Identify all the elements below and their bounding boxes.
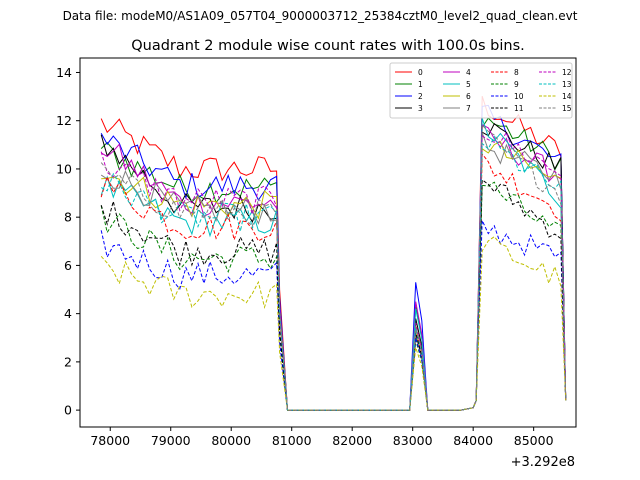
x-tick-label: 85000 <box>514 433 554 448</box>
y-tick-label: 10 <box>56 161 72 176</box>
series-line-9 <box>100 181 567 411</box>
legend-label-3: 3 <box>418 104 423 113</box>
legend-label-6: 6 <box>466 92 471 101</box>
series-group <box>100 95 567 411</box>
legend-label-9: 9 <box>514 80 519 89</box>
chart-title: Quadrant 2 module wise count rates with … <box>131 38 525 54</box>
y-tick-label: 14 <box>56 65 72 80</box>
plot-frame <box>79 57 577 428</box>
legend-label-15: 15 <box>562 104 572 113</box>
series-line-3 <box>100 122 567 411</box>
series-line-13 <box>100 135 567 411</box>
series-line-2 <box>100 104 567 411</box>
legend-label-4: 4 <box>466 68 471 77</box>
series-line-4 <box>100 123 567 411</box>
y-tick-label: 4 <box>64 306 72 321</box>
y-tick-label: 12 <box>56 113 72 128</box>
data-file-label: Data file: modeM0/AS1A09_057T04_90000037… <box>63 9 578 23</box>
legend-label-8: 8 <box>514 68 519 77</box>
series-line-6 <box>101 140 567 411</box>
x-tick-label: 83000 <box>393 433 433 448</box>
y-tick-label: 8 <box>64 210 72 225</box>
series-line-14 <box>100 236 567 411</box>
legend-label-11: 11 <box>514 104 524 113</box>
legend-box <box>389 62 573 119</box>
legend-label-13: 13 <box>562 80 572 89</box>
y-tick-label: 0 <box>64 403 72 418</box>
legend-label-2: 2 <box>418 92 423 101</box>
y-tick-label: 6 <box>64 258 72 273</box>
legend-label-10: 10 <box>514 92 524 101</box>
x-tick-label: 78000 <box>90 433 130 448</box>
legend-label-1: 1 <box>418 80 423 89</box>
x-tick-label: 81000 <box>272 433 312 448</box>
x-tick-label: 84000 <box>453 433 493 448</box>
series-line-15 <box>100 124 567 411</box>
x-tick-label: 82000 <box>332 433 372 448</box>
legend-label-5: 5 <box>466 80 471 89</box>
legend-label-7: 7 <box>466 104 471 113</box>
plot-area: 78000 79000 80000 81000 82000 83000 84000 85000… <box>56 57 577 448</box>
y-tick-label: 2 <box>64 354 72 369</box>
legend-label-12: 12 <box>562 68 572 77</box>
x-tick-label: 80000 <box>211 433 251 448</box>
legend-label-14: 14 <box>562 92 572 101</box>
series-line-11 <box>100 178 567 411</box>
series-line-5 <box>100 118 567 411</box>
x-tick-label: 79000 <box>151 433 191 448</box>
x-offset-label: +3.292e8 <box>511 455 575 470</box>
legend-label-0: 0 <box>418 68 423 77</box>
